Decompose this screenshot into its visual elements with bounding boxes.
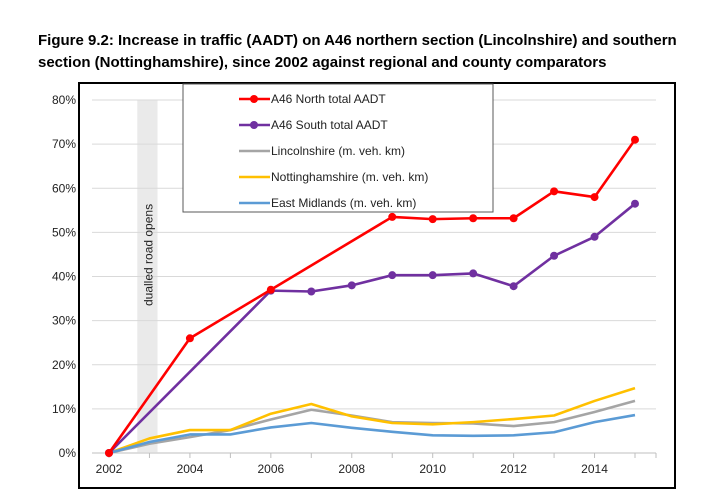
x-tick-label: 2014 (581, 462, 608, 476)
legend-marker (250, 121, 258, 129)
x-tick-label: 2010 (419, 462, 446, 476)
y-tick-label: 70% (52, 137, 76, 151)
y-tick-label: 10% (52, 402, 76, 416)
chart-frame (78, 82, 676, 489)
legend-label: A46 South total AADT (271, 118, 388, 132)
data-point (631, 135, 639, 144)
data-point (105, 449, 113, 457)
data-point (388, 212, 397, 221)
x-tick-label: 2008 (338, 462, 365, 476)
y-tick-label: 60% (52, 181, 76, 195)
series-line-0 (107, 138, 637, 454)
y-tick-label: 30% (52, 314, 76, 328)
data-point (590, 193, 599, 202)
y-tick-label: 0% (59, 446, 77, 460)
data-point (550, 251, 559, 260)
data-point (509, 214, 518, 223)
data-point (185, 334, 194, 343)
data-point (428, 271, 437, 280)
legend-label: East Midlands (m. veh. km) (271, 196, 416, 210)
x-tick-label: 2006 (257, 462, 284, 476)
y-tick-label: 40% (52, 270, 76, 284)
series-line-3 (108, 386, 636, 455)
legend-box (182, 83, 494, 213)
annotation-label: dualled road opens (141, 204, 155, 306)
y-tick-label: 50% (52, 225, 76, 239)
legend-label: A46 North total AADT (271, 92, 386, 106)
y-tick-label: 80% (52, 93, 76, 107)
data-point (428, 215, 437, 224)
legend-label: Lincolnshire (m. veh. km) (271, 144, 405, 158)
data-point (590, 232, 599, 241)
data-point (388, 271, 397, 280)
chart-title: Figure 9.2: Increase in traffic (AADT) o… (38, 32, 677, 71)
data-point (550, 187, 559, 196)
data-point (469, 269, 478, 278)
legend-label: Nottinghamshire (m. veh. km) (271, 170, 428, 184)
annotation-band (137, 100, 158, 453)
data-point (307, 287, 316, 296)
data-point (266, 285, 275, 294)
series-line-4 (108, 413, 636, 455)
x-tick-label: 2012 (500, 462, 527, 476)
x-tick-label: 2002 (96, 462, 123, 476)
legend-marker (250, 95, 258, 103)
data-point (347, 281, 356, 290)
y-tick-label: 20% (52, 358, 76, 372)
data-point (469, 214, 478, 223)
data-point (631, 199, 639, 208)
x-tick-label: 2004 (177, 462, 204, 476)
data-point (509, 282, 518, 291)
